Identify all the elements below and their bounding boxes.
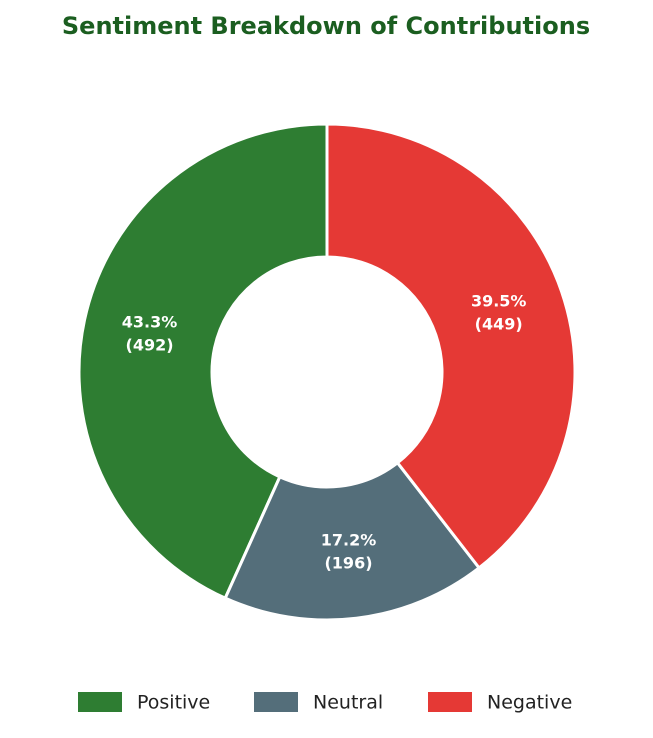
percent-label: 43.3%	[122, 312, 178, 331]
donut-slice	[77, 122, 329, 601]
legend-label: Positive	[137, 692, 210, 714]
legend-swatch	[428, 692, 472, 712]
value-label: (492)	[126, 335, 174, 354]
chart-title: Sentiment Breakdown of Contributions	[62, 12, 590, 40]
value-label: (196)	[324, 554, 372, 573]
legend-swatch	[254, 692, 298, 712]
percent-label: 39.5%	[471, 292, 527, 311]
donut-slice	[223, 460, 482, 622]
donut-slice	[325, 122, 577, 570]
legend-label: Neutral	[313, 692, 383, 714]
percent-label: 17.2%	[321, 531, 377, 550]
legend-label: Negative	[487, 692, 572, 714]
value-label: (449)	[475, 315, 523, 334]
legend-swatch	[78, 692, 122, 712]
